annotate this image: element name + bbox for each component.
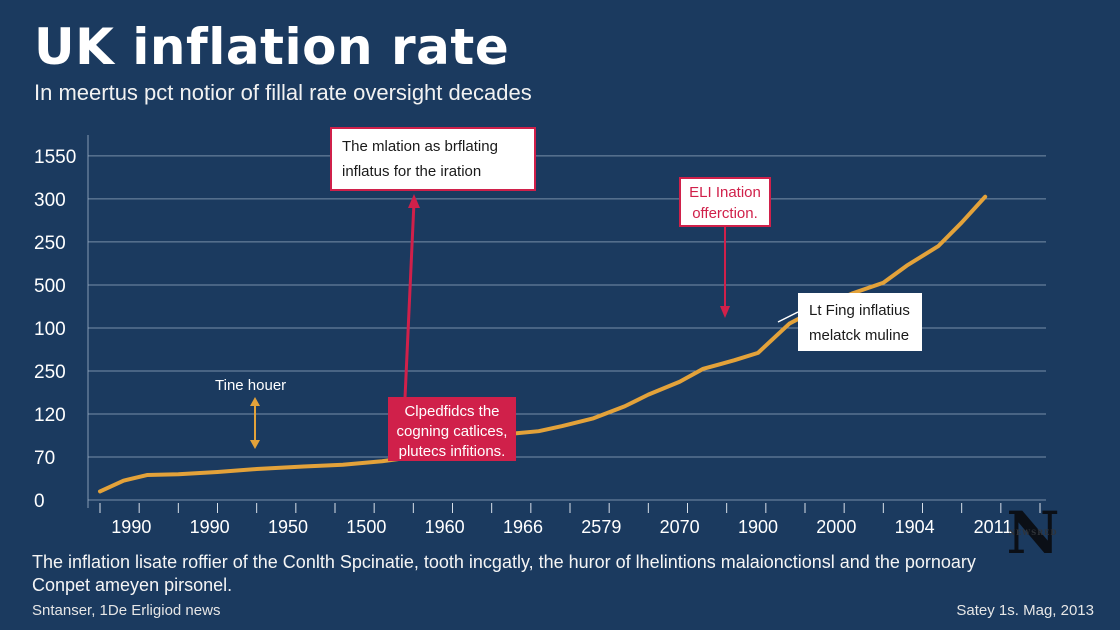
pointer-line [777,311,799,323]
data-point [98,489,102,493]
annotation-red-label: ELI Ination offerction. [679,177,771,227]
annotation-text: melatck muline [809,327,909,344]
x-tick-label: 2000 [816,517,856,537]
x-tick-label: 1990 [111,517,151,537]
data-point [936,244,940,248]
data-point [905,264,909,268]
annotation-text: inflatus for the iration [342,163,481,180]
data-point [341,463,345,467]
data-point [960,221,964,225]
chart-subtitle: In meertus pct notior of fillal rate ove… [34,80,532,105]
annotation-text: ELI Ination [689,184,761,201]
inflation-line-chart: 0 70 120 250 100 500 250 300 1550 1990 1990 1950 15… [34,127,1046,537]
x-tick-label: 1950 [268,517,308,537]
x-tick-label: 2011 [974,517,1013,537]
data-point [983,195,987,199]
data-point [560,424,564,428]
data-point [176,472,180,476]
data-point [537,429,541,433]
y-tick-label: 100 [34,319,66,340]
pointer-line [403,201,416,399]
data-point [302,464,306,468]
y-tick-label: 120 [34,405,66,426]
data-point [756,351,760,355]
annotation-box [388,397,516,461]
y-tick-label: 250 [34,362,66,383]
pointer-arrowhead [408,194,420,208]
annotation-bottom-callout: Clpedfidcs the cogning catlices, plutecs i… [388,397,516,461]
x-tick-label: 1990 [190,517,230,537]
double-arrow-head [250,397,260,406]
y-tick-label: 250 [34,233,66,254]
logo-text: NEWSRED [1008,528,1058,537]
grid-lines [87,135,1046,508]
y-tick-label: 0 [34,491,45,512]
newsroom-logo: N NEWSRED [1006,500,1060,566]
x-tick-label: 2579 [581,517,621,537]
annotation-text: Lt Fing inflatius [809,302,910,319]
annotation-text: offerction. [692,205,758,222]
y-tick-label: 1550 [34,147,76,168]
annotation-box [798,293,922,351]
annotation-text: plutecs infitions. [399,443,506,460]
y-tick-label: 500 [34,276,66,297]
chart-caption: The inflation lisate roffier of the Conl… [32,552,976,595]
x-tick-label: 2070 [660,517,700,537]
data-point [216,470,219,474]
data-point [881,281,885,285]
annotation-box [330,127,536,191]
data-point [623,404,627,408]
data-point [255,467,259,471]
annotation-text: Clpedfidcs the [404,403,499,420]
annotation-text: cogning catlices, [397,423,508,440]
data-point [678,380,682,384]
data-point [145,473,149,477]
annotation-top-callout: The mlation as brflating inflatus for the… [330,127,536,191]
annotation-text: Tine houer [215,377,286,394]
publish-date: Satey 1s. Mag, 2013 [956,602,1094,619]
x-axis-ticks: 1990 1990 1950 1500 1960 1966 2579 2070 1900 2000… [99,503,1041,537]
x-tick-label: 1900 [738,517,778,537]
y-tick-label: 70 [34,448,55,469]
data-point [787,322,791,326]
annotation-right-callout: Lt Fing inflatius melatck muline [798,293,922,351]
data-point [592,416,595,420]
source-credit: Sntanser, 1De Erligiod news [32,602,221,619]
annotations: The mlation as brflating inflatus for the… [215,127,922,461]
double-arrow-head [250,440,260,449]
data-point [646,393,650,397]
annotation-box [679,177,771,227]
data-point [380,459,384,463]
chart-title: UK inflation rate [34,18,510,76]
data-point [701,367,705,371]
x-tick-label: 1960 [425,517,465,537]
y-tick-label: 300 [34,190,66,211]
pointer-arrowhead [720,306,730,318]
data-point [122,479,125,483]
logo-letter: N [1006,499,1060,567]
x-tick-label: 1904 [895,517,935,537]
data-point [733,358,736,362]
data-point [717,363,721,367]
annotation-text: The mlation as brflating [342,138,498,155]
y-axis-ticks: 0 70 120 250 100 500 250 300 1550 [34,147,76,512]
x-tick-label: 1500 [346,517,386,537]
x-tick-label: 1966 [503,517,543,537]
